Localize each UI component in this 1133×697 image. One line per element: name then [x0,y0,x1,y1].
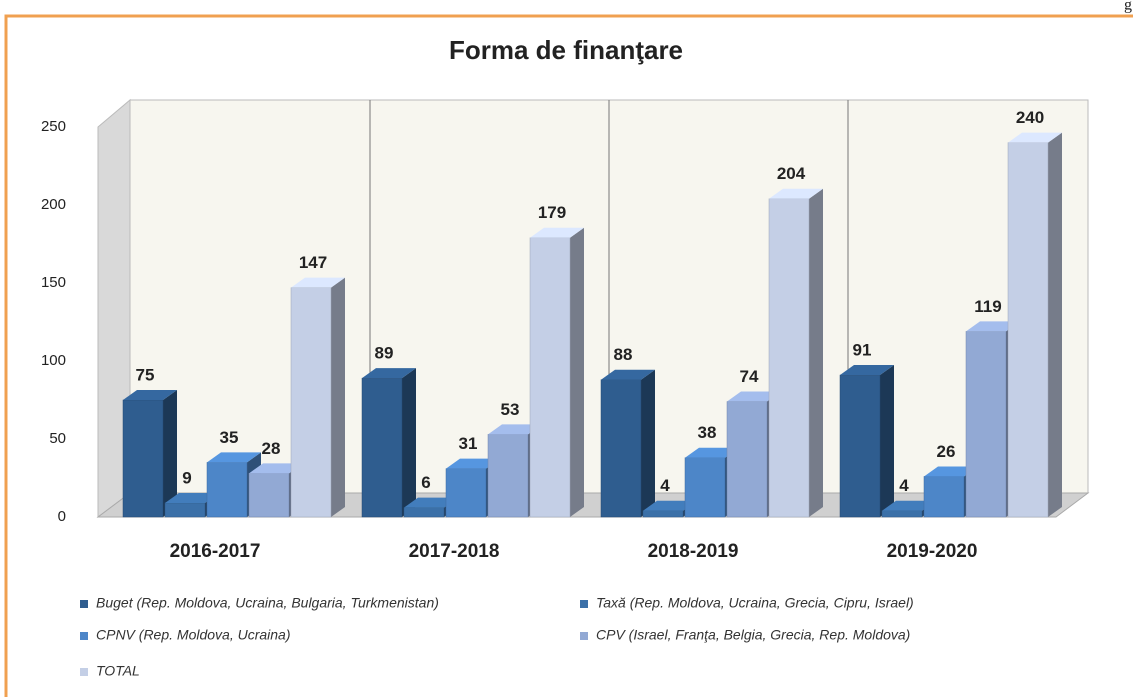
value-label: 53 [501,400,520,419]
bar-side [163,390,177,517]
value-label: 9 [182,468,191,487]
bar-top [727,391,781,402]
bar-side [641,369,655,517]
bar [206,462,248,518]
bar-top [601,369,655,380]
value-label: 28 [262,439,281,458]
bar [122,399,164,518]
y-tick-label: 250 [41,118,66,135]
bar-top [207,452,261,463]
value-label: 91 [853,341,872,360]
bar-top [123,390,177,400]
bar-top [165,492,219,503]
legend-label: CPNV (Rep. Moldova, Ucraina) [96,627,291,643]
bar-top [840,365,894,376]
bar [768,198,810,518]
bar [684,457,726,518]
legend-label: TOTAL [96,663,140,679]
bar-top [488,424,542,435]
x-tick-label: 2019-2020 [887,541,978,562]
value-label: 204 [777,164,806,183]
bar-top [643,500,697,511]
bar-top [404,497,458,508]
bar [403,507,445,518]
bar [361,377,403,518]
bar [726,401,768,518]
y-tick-label: 0 [58,508,66,525]
bar-top [1008,132,1062,143]
bar [290,287,332,518]
bar [965,331,1007,518]
bar-top [446,458,500,469]
bar-top [924,466,978,477]
bar [1007,142,1049,518]
legend-swatch [80,600,88,608]
y-tick-label: 200 [41,196,66,213]
bar-top [882,500,936,511]
legend-swatch [580,632,588,640]
value-label: 6 [421,473,430,492]
value-label: 119 [974,297,1001,316]
bar [487,434,529,518]
legend-label: Taxă (Rep. Moldova, Ucraina, Grecia, Cip… [596,595,914,611]
legend-label: Buget (Rep. Moldova, Ucraina, Bulgaria, … [96,595,439,611]
corner-text: g [1124,0,1132,14]
value-label: 75 [136,365,155,384]
bar [881,510,923,518]
bar [839,374,881,518]
bar-top [685,447,739,458]
bar [248,473,290,518]
value-label: 4 [899,476,909,495]
bar-top [362,368,416,379]
value-label: 89 [375,344,394,363]
bar [642,510,684,518]
value-label: 4 [660,476,670,495]
bar-side [402,368,416,517]
bar-side [880,365,894,517]
value-label: 38 [698,423,717,442]
value-label: 147 [299,253,327,272]
bar [164,502,206,518]
chart-title: Forma de finanţare [449,35,683,65]
value-label: 240 [1016,108,1044,127]
bar-top [769,188,823,199]
y-tick-label: 150 [41,274,66,291]
y-tick-label: 50 [49,430,66,447]
bar-side [331,277,345,517]
x-tick-label: 2018-2019 [648,541,739,562]
x-tick-label: 2016-2017 [170,541,261,562]
bar-side [570,227,584,517]
bar [600,379,642,518]
bar-top [530,227,584,238]
x-tick-label: 2017-2018 [409,541,500,562]
value-label: 74 [740,367,759,386]
y-tick-label: 100 [41,352,66,369]
value-label: 88 [614,345,633,364]
value-label: 35 [220,428,239,447]
value-label: 179 [538,203,566,222]
legend-swatch [80,668,88,676]
value-label: 26 [937,442,956,461]
legend-swatch [80,632,88,640]
bar-top [966,321,1020,332]
value-label: 31 [459,434,478,453]
bar [445,468,487,518]
bar-top [249,463,303,474]
bar [529,237,571,518]
legend-swatch [580,600,588,608]
bar-top [291,277,345,288]
legend-label: CPV (Israel, Franţa, Belgia, Grecia, Rep… [596,627,910,643]
bar-side [1048,132,1062,517]
bar [923,476,965,518]
bar-side [809,188,823,517]
